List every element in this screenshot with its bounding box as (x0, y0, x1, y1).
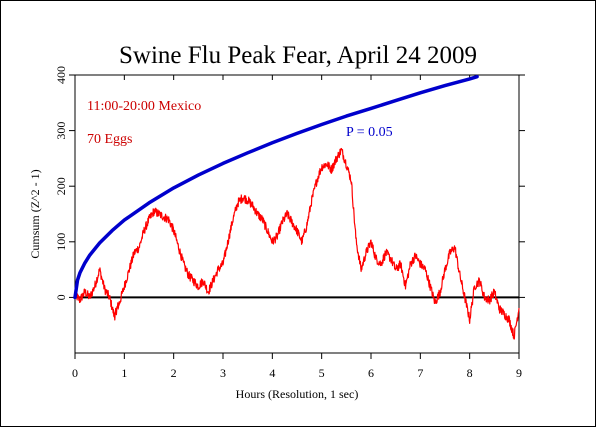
x-tick-label: 4 (269, 366, 275, 380)
p-envelope-line (73, 74, 479, 300)
time-window-annotation: 11:00-20:00 Mexico (87, 99, 201, 114)
x-axis-label: Hours (Resolution, 1 sec) (236, 387, 359, 401)
cumsum-series-line (74, 147, 520, 340)
p-value-annotation: P = 0.05 (346, 125, 393, 140)
x-tick-label: 6 (368, 366, 374, 380)
x-tick-label: 9 (516, 366, 522, 380)
y-tick-label: 100 (54, 233, 68, 251)
y-tick-label: 300 (54, 122, 68, 140)
series-group (73, 74, 520, 340)
x-tick-label: 2 (171, 366, 177, 380)
x-tick-label: 3 (220, 366, 226, 380)
x-tick-label: 7 (417, 366, 423, 380)
x-tick-label: 5 (319, 366, 325, 380)
y-tick-label: 200 (54, 177, 68, 195)
axis-ticks: 0 1 2 3 4 5 6 7 8 9 0 100 200 300 400 (54, 66, 525, 380)
y-axis-label: Cumsum (Z^2 - 1) (28, 169, 42, 258)
x-tick-label: 0 (72, 366, 78, 380)
plot-area (74, 74, 520, 354)
x-tick-label: 1 (121, 366, 127, 380)
eggs-annotation: 70 Eggs (87, 132, 133, 147)
x-tick-label: 8 (467, 366, 473, 380)
y-tick-label: 400 (54, 66, 68, 84)
chart-title: Swine Flu Peak Fear, April 24 2009 (119, 42, 477, 69)
y-tick-label: 0 (54, 294, 68, 300)
